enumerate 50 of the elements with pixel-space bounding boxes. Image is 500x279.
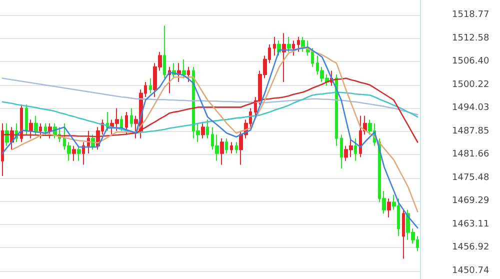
candlestick — [182, 58, 186, 79]
line-series — [2, 78, 418, 116]
y-tick-label: 1450.74 — [452, 266, 490, 276]
candlestick — [340, 134, 343, 169]
y-tick-label: 1500.22 — [452, 80, 490, 90]
candlestick — [297, 36, 300, 52]
candlestick — [39, 122, 42, 139]
candlestick — [130, 108, 133, 128]
candlestick — [273, 36, 276, 56]
y-tick-label: 1475.48 — [452, 172, 490, 183]
candlestick — [402, 209, 405, 260]
candlestick — [387, 198, 391, 218]
candlestick — [292, 40, 295, 56]
y-tick-label: 1518.77 — [452, 10, 490, 20]
candlestick — [25, 104, 28, 136]
candlestick — [34, 115, 38, 136]
candlestick — [354, 138, 357, 162]
line-series — [2, 78, 418, 143]
candlestick — [20, 104, 23, 143]
candlestick — [1, 122, 4, 176]
candlestick — [5, 122, 9, 146]
candlestick — [220, 138, 224, 166]
candlestick — [120, 115, 123, 132]
y-tick-label: 1494.03 — [452, 103, 490, 114]
candlestick — [187, 66, 190, 82]
y-tick-label: 1512.58 — [452, 33, 490, 44]
y-tick-label: 1487.85 — [452, 126, 490, 136]
candlestick — [82, 142, 85, 166]
candlestick — [282, 32, 286, 82]
candlestick — [44, 122, 47, 136]
candlestick — [235, 142, 238, 154]
candlestick — [29, 119, 33, 139]
y-tick-label: 1506.40 — [452, 56, 490, 67]
candlestick — [125, 112, 128, 136]
candlestick — [77, 145, 81, 162]
candlestick — [163, 25, 166, 79]
candlestick — [287, 36, 291, 52]
y-tick-label: 1469.29 — [452, 196, 490, 206]
candlestick — [72, 145, 76, 162]
y-tick-label: 1463.11 — [452, 219, 490, 230]
candlestick — [225, 138, 228, 154]
candlestick — [230, 142, 233, 154]
y-tick-label: 1456.92 — [452, 242, 490, 253]
candlestick — [206, 119, 209, 139]
candlestick — [201, 122, 205, 139]
y-tick-label: 1481.66 — [452, 150, 490, 160]
candlestick — [87, 130, 90, 154]
candlestick — [149, 78, 152, 94]
candlestick — [48, 122, 52, 139]
line-series — [2, 91, 418, 134]
